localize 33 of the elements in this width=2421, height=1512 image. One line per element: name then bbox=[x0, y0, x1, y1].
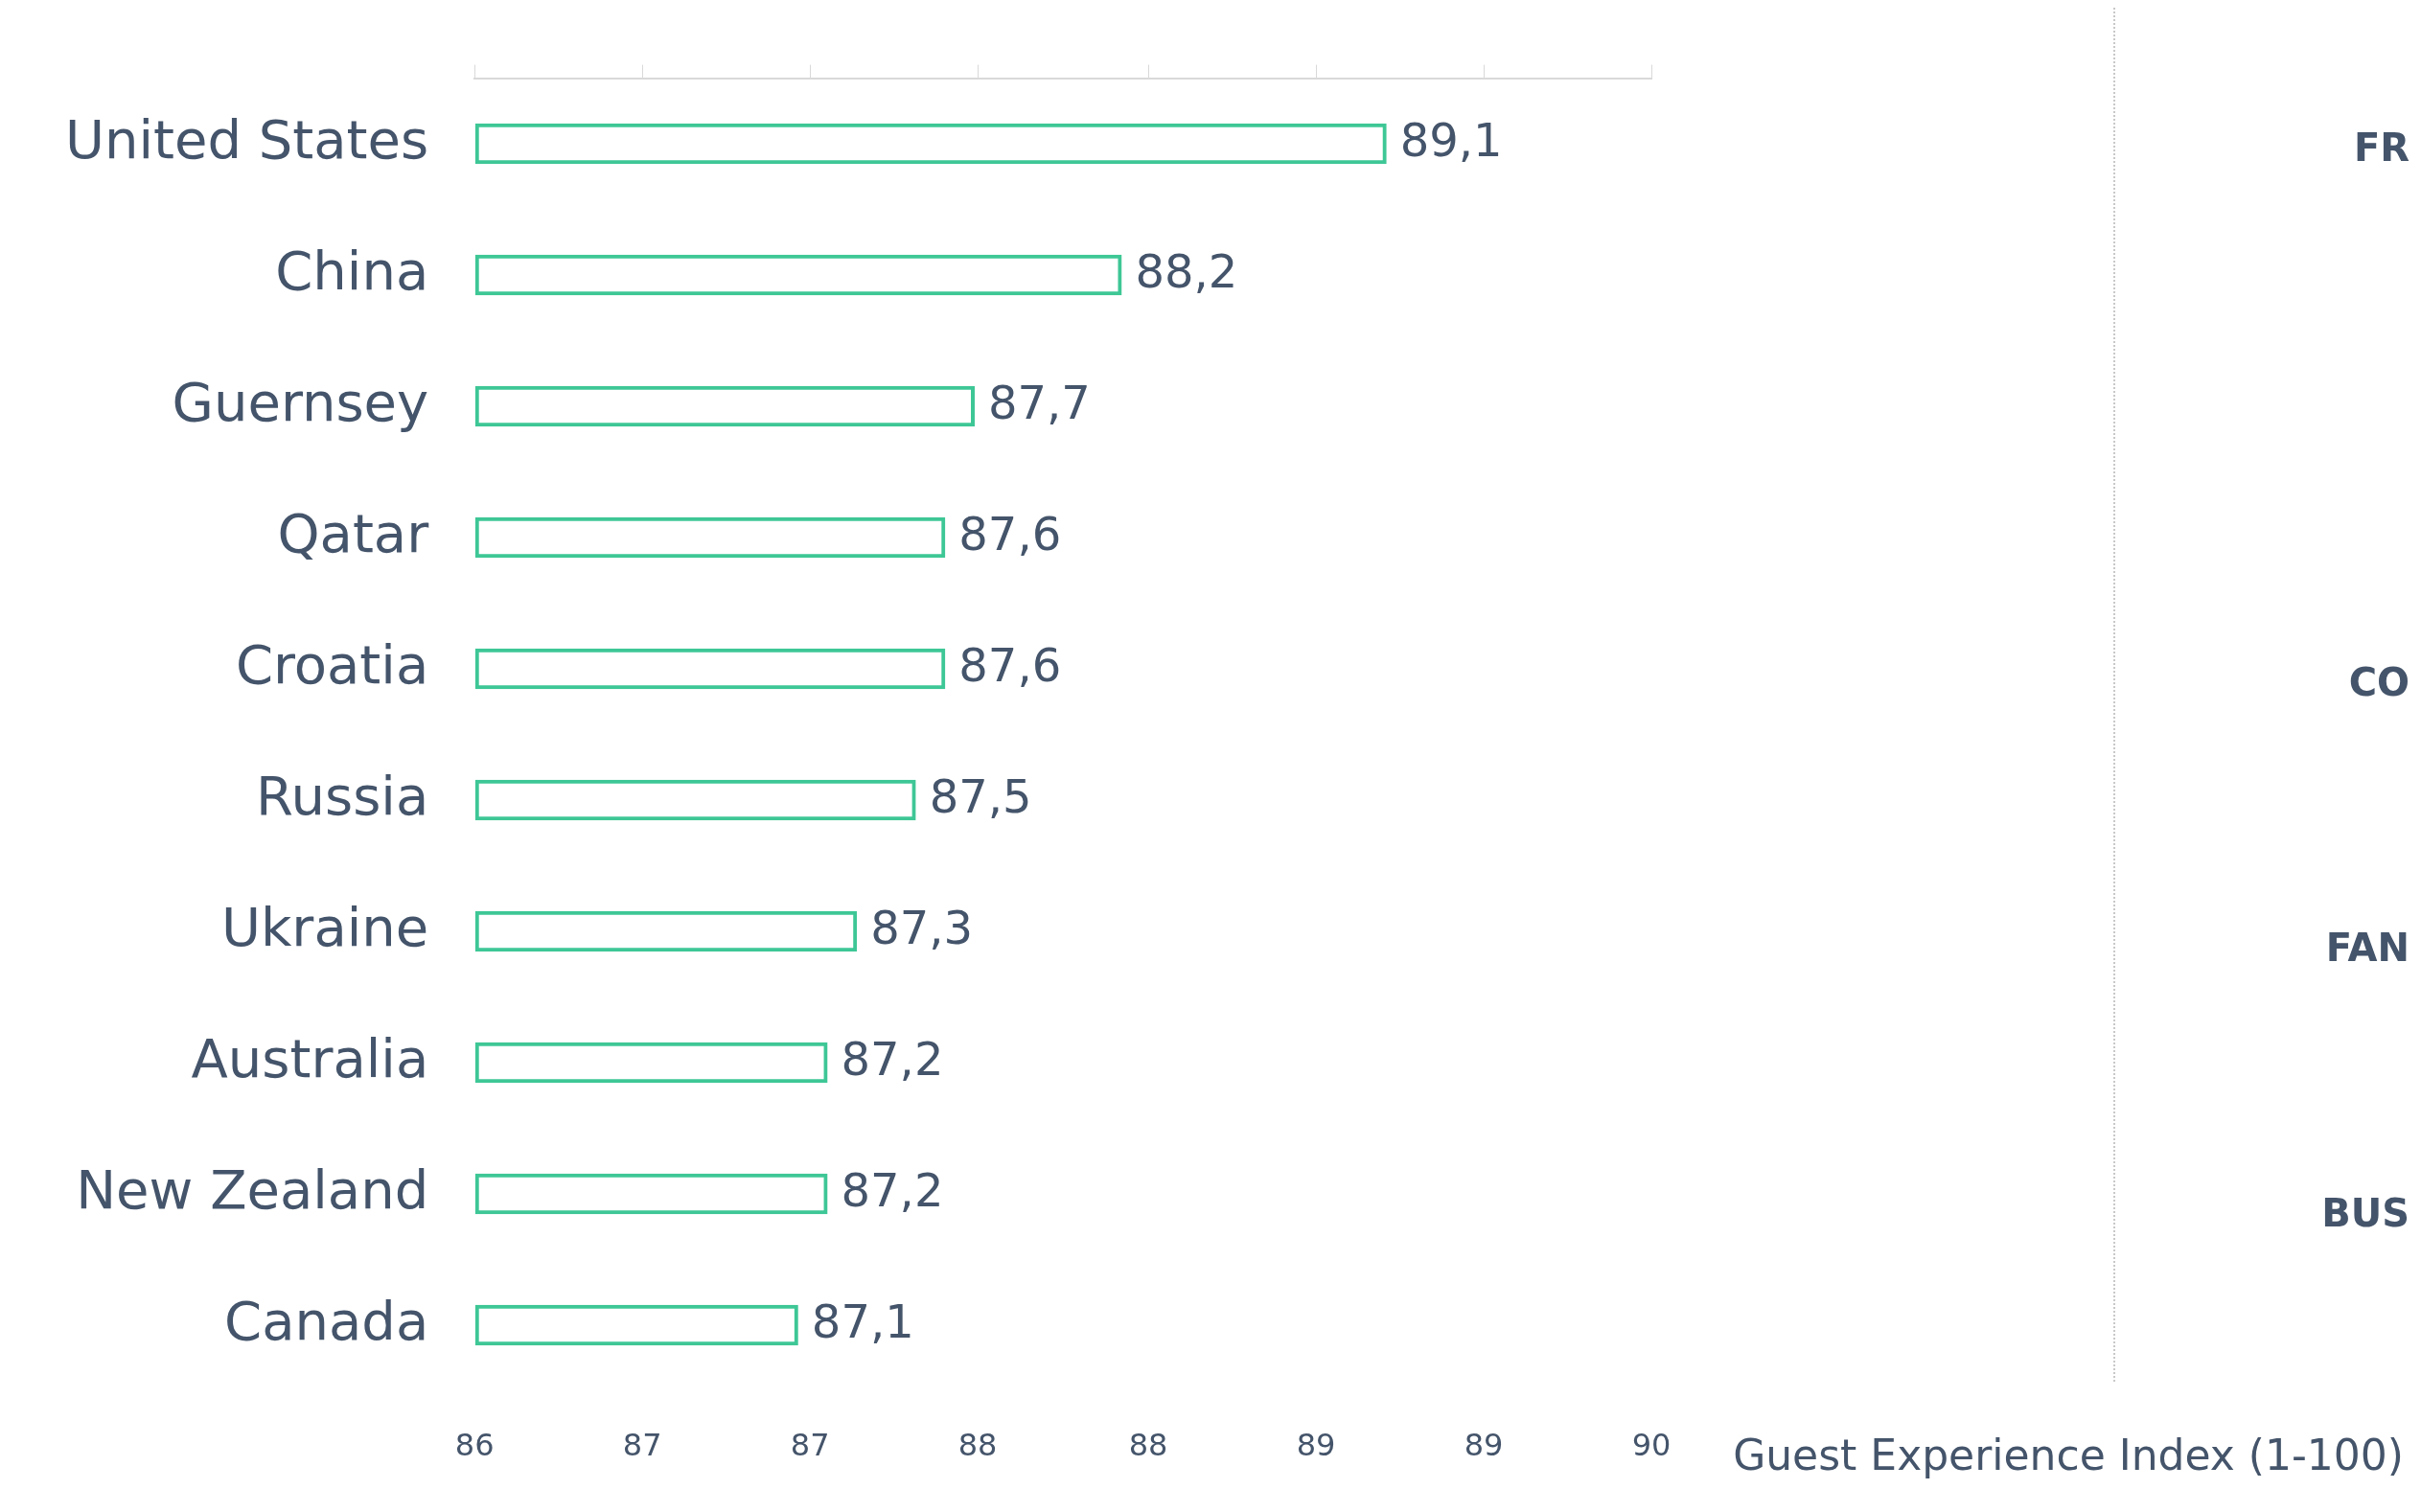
data-label: 87,2 bbox=[841, 1031, 944, 1086]
y-tick-label: Canada bbox=[224, 1289, 429, 1352]
y-tick-label: United States bbox=[65, 107, 429, 171]
y-tick-label: Qatar bbox=[277, 501, 430, 564]
data-label: 87,3 bbox=[870, 900, 974, 954]
y-tick-label: Guernsey bbox=[172, 370, 429, 433]
y-tick-label: Australia bbox=[191, 1026, 429, 1089]
y-tick-label: New Zealand bbox=[76, 1157, 429, 1221]
x-tick-label: 87 bbox=[622, 1427, 662, 1464]
x-tick-label: 86 bbox=[454, 1427, 495, 1464]
y-tick-label: Ukraine bbox=[220, 895, 429, 958]
data-label: 87,6 bbox=[958, 637, 1062, 692]
data-label: 88,2 bbox=[1135, 243, 1238, 298]
data-label: 87,2 bbox=[841, 1162, 944, 1217]
x-tick-label: 89 bbox=[1464, 1427, 1504, 1464]
y-tick-label: China bbox=[275, 239, 429, 302]
text: BUS bbox=[2321, 1191, 2409, 1236]
data-label: 89,1 bbox=[1399, 112, 1503, 167]
data-label: 87,7 bbox=[988, 375, 1091, 429]
y-tick-label: Russia bbox=[256, 764, 429, 827]
text: FAN bbox=[2325, 926, 2409, 971]
x-axis-title: Guest Experience Index (1-100) bbox=[1733, 1431, 2404, 1480]
text: CO bbox=[2348, 660, 2409, 705]
y-tick-label: Croatia bbox=[235, 632, 429, 696]
x-tick-label: 87 bbox=[790, 1427, 830, 1464]
data-label: 87,6 bbox=[958, 506, 1062, 561]
x-tick-label: 90 bbox=[1631, 1427, 1672, 1464]
x-tick-label: 88 bbox=[957, 1427, 998, 1464]
x-tick-label: 89 bbox=[1296, 1427, 1336, 1464]
data-label: 87,1 bbox=[811, 1294, 914, 1348]
text: FR bbox=[2353, 126, 2409, 171]
x-tick-label: 88 bbox=[1128, 1427, 1168, 1464]
data-label: 87,5 bbox=[929, 768, 1032, 823]
